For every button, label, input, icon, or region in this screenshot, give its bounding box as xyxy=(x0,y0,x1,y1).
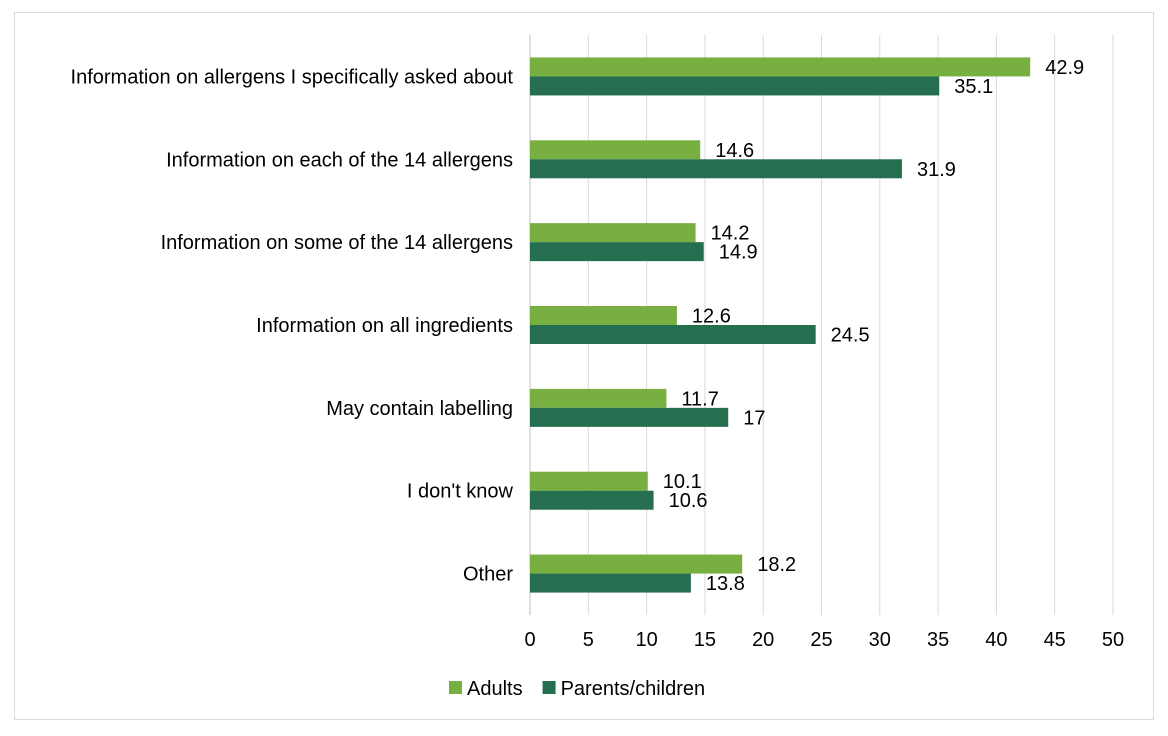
legend-label-adults: Adults xyxy=(467,678,523,700)
data-label-parents-children: 10.6 xyxy=(669,490,708,512)
data-label-parents-children: 24.5 xyxy=(831,325,870,347)
x-tick-label: 15 xyxy=(694,629,716,651)
bar-adults-information-on-allergens-i-specifically-asked-about xyxy=(530,57,1031,77)
bar-parents-children-information-on-some-of-the-14-allergens xyxy=(530,242,704,262)
bar-adults-information-on-some-of-the-14-allergens xyxy=(530,223,696,243)
data-label-adults: 10.1 xyxy=(663,471,702,493)
x-tick-label: 30 xyxy=(869,629,891,651)
labels: 0 5 10 15 20 25 30 35 40 45 50 Information on aller… xyxy=(71,57,1125,651)
bar-parents-children-other xyxy=(530,573,691,593)
x-tick-label: 40 xyxy=(985,629,1007,651)
category-label-other: Other xyxy=(463,564,513,586)
bar-parents-children-i-don-t-know xyxy=(530,490,654,510)
data-label-parents-children: 13.8 xyxy=(706,573,745,595)
bar-parents-children-information-on-each-of-the-14-allergens xyxy=(530,159,902,179)
data-label-parents-children: 14.9 xyxy=(719,242,758,264)
bar-adults-other xyxy=(530,554,743,574)
x-tick-label: 20 xyxy=(752,629,774,651)
legend-label-parents-children: Parents/children xyxy=(561,678,706,700)
data-label-adults: 11.7 xyxy=(681,388,718,410)
x-tick-label: 35 xyxy=(927,629,949,651)
data-label-adults: 14.6 xyxy=(715,140,754,162)
data-label-adults: 14.2 xyxy=(711,223,750,245)
bar-adults-information-on-all-ingredients xyxy=(530,306,677,325)
category-label-information-on-each-of-the-14-allergens: Information on each of the 14 allergens xyxy=(166,149,513,171)
bars xyxy=(530,57,1031,593)
legend: Adults Parents/children xyxy=(449,678,705,700)
x-tick-label: 0 xyxy=(524,629,535,651)
bar-parents-children-may-contain-labelling xyxy=(530,407,729,427)
bar-adults-may-contain-labelling xyxy=(530,388,667,408)
data-label-parents-children: 17 xyxy=(743,407,765,429)
category-label-may-contain-labelling: May contain labelling xyxy=(326,398,513,420)
x-tick-label: 45 xyxy=(1044,629,1066,651)
chart-frame xyxy=(14,12,1154,720)
bar-adults-information-on-each-of-the-14-allergens xyxy=(530,140,701,160)
data-label-adults: 42.9 xyxy=(1045,57,1084,79)
bar-parents-children-information-on-allergens-i-specifically-asked-about xyxy=(530,76,940,96)
x-tick-label: 10 xyxy=(635,629,657,651)
legend-swatch-parents-children xyxy=(542,681,556,694)
data-label-parents-children: 31.9 xyxy=(917,159,956,181)
category-label-information-on-all-ingredients: Information on all ingredients xyxy=(256,315,513,337)
bar-parents-children-information-on-all-ingredients xyxy=(530,325,816,344)
data-label-adults: 18.2 xyxy=(757,554,796,576)
legend-swatch-adults xyxy=(449,681,462,694)
data-label-parents-children: 35.1 xyxy=(954,76,993,98)
x-tick-label: 5 xyxy=(583,629,594,651)
x-tick-label: 50 xyxy=(1102,629,1124,651)
category-label-i-don-t-know: I don't know xyxy=(407,481,514,503)
x-tick-label: 25 xyxy=(810,629,832,651)
bar-adults-i-don-t-know xyxy=(530,471,648,491)
data-label-adults: 12.6 xyxy=(692,306,731,328)
category-label-information-on-some-of-the-14-allergens: Information on some of the 14 allergens xyxy=(161,232,513,254)
gridlines xyxy=(529,35,1114,615)
category-label-information-on-allergens-i-specifically-asked-about: Information on allergens I specifically … xyxy=(71,66,514,88)
